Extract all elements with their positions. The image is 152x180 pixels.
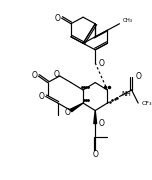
- Text: CH₃: CH₃: [123, 18, 133, 23]
- Text: O: O: [32, 71, 38, 80]
- Text: O: O: [64, 108, 70, 117]
- Text: O: O: [54, 70, 60, 79]
- Text: O: O: [99, 119, 105, 128]
- Text: O: O: [99, 59, 105, 68]
- Text: O: O: [92, 150, 98, 159]
- Text: O: O: [135, 72, 141, 81]
- Text: O: O: [55, 14, 61, 23]
- Polygon shape: [94, 111, 97, 124]
- Text: O: O: [39, 92, 45, 101]
- Polygon shape: [70, 103, 83, 112]
- Text: CF₃: CF₃: [142, 101, 152, 105]
- Text: NH: NH: [121, 91, 131, 97]
